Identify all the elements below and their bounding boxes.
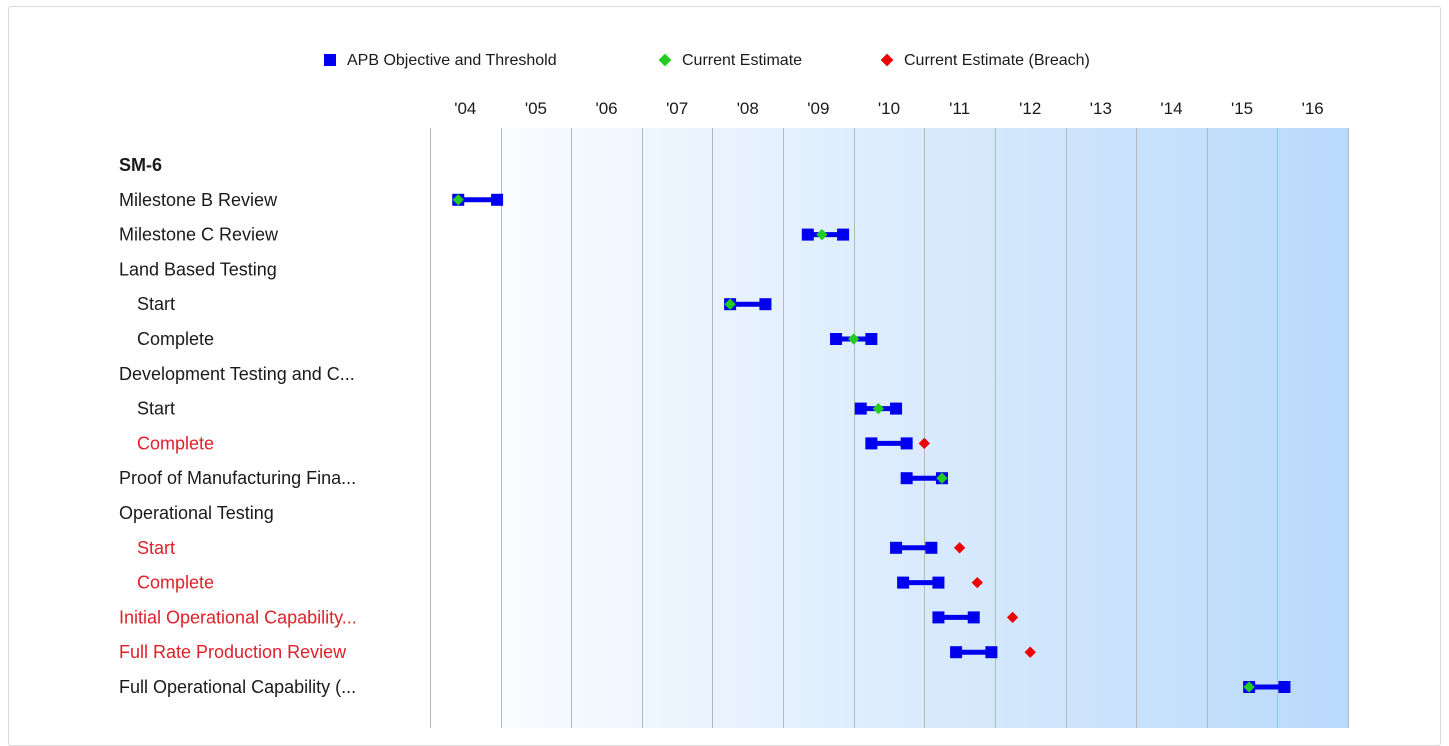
breach-estimate-marker [918,437,930,450]
legend-square-swatch [324,54,336,66]
current-estimate-marker [936,472,948,484]
row-label: Start [137,399,175,419]
row-label: Start [137,538,175,558]
apb-threshold-marker [967,611,980,624]
row-label: Milestone C Review [119,225,279,245]
row-label: Full Operational Capability (... [119,677,356,697]
current-estimate-marker [452,194,464,206]
x-tick-label: '07 [666,99,688,118]
apb-threshold-marker [1278,681,1291,693]
current-estimate-marker [848,333,860,345]
apb-objective-marker [854,402,867,415]
data-marks [452,193,1291,693]
legend-diamond-swatch [880,53,894,67]
row-labels: SM-6 Milestone B Review Milestone C Review… [119,155,357,697]
x-tick-label: '13 [1090,99,1112,118]
legend-label: Current Estimate [682,52,802,69]
x-axis-tick-labels: '04 '05 '06 '07 '08 '09 '10 '11 '12 '13 '14 '15 '16 [454,99,1324,118]
row-label: Operational Testing [119,503,274,523]
x-tick-label: '14 [1160,99,1182,118]
breach-estimate-marker [971,576,983,589]
row-label: Initial Operational Capability... [119,607,357,627]
apb-threshold-marker [925,541,938,554]
x-tick-label: '12 [1019,99,1041,118]
breach-estimate-marker [953,542,966,554]
apb-threshold-marker [759,298,772,311]
row-label: Complete [137,433,214,453]
apb-threshold-marker [865,333,878,345]
legend-label: APB Objective and Threshold [347,52,557,69]
apb-objective-marker [897,576,910,589]
apb-objective-marker [865,437,878,450]
row-label: Milestone B Review [119,190,278,210]
row-label: Full Rate Production Review [119,642,347,662]
x-tick-label: '10 [878,99,900,118]
program-title: SM-6 [119,155,162,175]
current-estimate-marker [816,228,828,241]
legend-diamond-swatch [658,53,672,67]
x-tick-label: '08 [737,99,759,118]
apb-threshold-marker [900,437,913,450]
apb-threshold-marker [890,402,903,415]
apb-objective-marker [900,472,913,485]
x-tick-label: '11 [949,99,970,118]
legend-label: Current Estimate (Breach) [904,52,1090,69]
apb-objective-marker [932,611,945,624]
legend: APB Objective and Threshold Current Estim… [324,52,1090,69]
breach-estimate-marker [1024,646,1036,658]
row-label: Complete [137,573,214,593]
apb-threshold-marker [985,646,998,659]
x-tick-label: '06 [595,99,617,118]
row-label: Start [137,294,175,314]
x-tick-label: '05 [525,99,547,118]
row-label: Land Based Testing [119,259,277,279]
apb-threshold-marker [837,228,850,241]
plot-background [430,128,1348,728]
apb-objective-marker [950,646,963,659]
x-tick-label: '15 [1231,99,1253,118]
apb-threshold-marker [491,193,504,206]
apb-objective-marker [830,333,843,345]
current-estimate-marker [872,402,885,415]
apb-objective-marker [890,541,903,554]
apb-objective-marker [801,228,814,241]
breach-estimate-marker [1006,611,1019,624]
row-label: Proof of Manufacturing Fina... [119,468,356,488]
row-label: Development Testing and C... [119,364,355,384]
year-gridlines [430,128,1349,728]
x-tick-label: '04 [454,99,476,118]
x-tick-label: '09 [807,99,829,118]
current-estimate-marker [1243,681,1255,693]
first-year-band [430,128,501,728]
apb-threshold-marker [932,576,945,589]
row-label: Complete [137,329,214,349]
year-bands [430,128,501,728]
current-estimate-marker [724,298,736,310]
x-tick-label: '16 [1302,99,1324,118]
